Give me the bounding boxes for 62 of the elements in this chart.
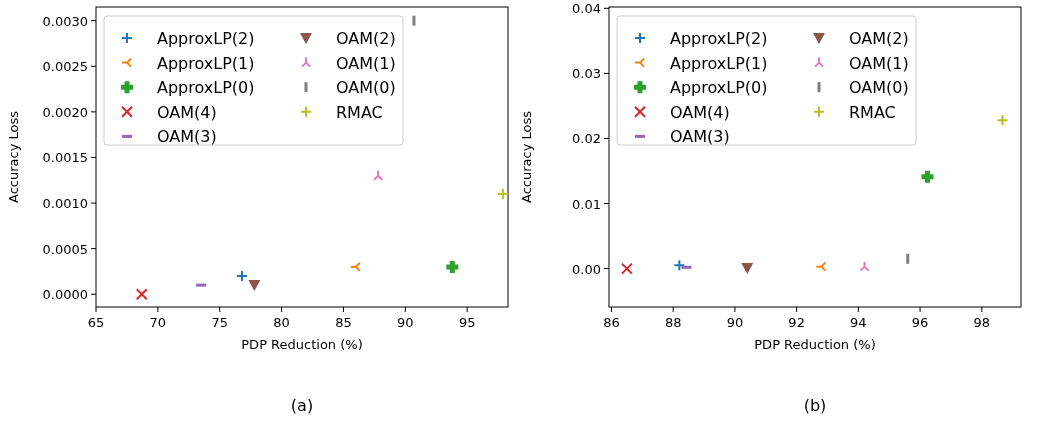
- legend-label: ApproxLP(2): [670, 29, 768, 48]
- y-tick-label: 0.0020: [42, 104, 88, 120]
- legend-label: ApproxLP(1): [670, 53, 768, 73]
- y-tick-label: 0.0010: [42, 196, 88, 212]
- legend-label: ApproxLP(2): [157, 29, 255, 48]
- legend-label: ApproxLP(0): [670, 78, 768, 98]
- y-tick-label: 0.0025: [42, 59, 88, 75]
- point: [446, 260, 459, 273]
- point: [741, 262, 754, 274]
- y-tick-label: 0.02: [572, 131, 601, 147]
- legend-label: ApproxLP(1): [157, 53, 255, 73]
- legend-label: OAM(1): [336, 53, 396, 73]
- x-tick-label: 86: [603, 315, 620, 330]
- x-tick-label: 80: [273, 315, 290, 330]
- legend-label: OAM(4): [670, 102, 730, 122]
- legend-label: OAM(4): [157, 102, 217, 122]
- point: [135, 288, 148, 301]
- x-tick-label: 92: [788, 315, 805, 330]
- legend-label: RMAC: [849, 102, 896, 122]
- y-tick-label: 0.00: [572, 261, 601, 277]
- y-tick-label: 0.03: [572, 66, 601, 82]
- y-tick-label: 0.01: [572, 196, 601, 212]
- point: [859, 260, 870, 272]
- point: [349, 261, 361, 272]
- point: [996, 114, 1009, 127]
- x-tick-label: 88: [664, 315, 682, 330]
- legend-label: RMAC: [336, 102, 383, 122]
- y-tick-label: 0.0005: [42, 241, 88, 257]
- y-tick-label: 0.0030: [42, 13, 88, 29]
- legend-label: OAM(2): [336, 29, 396, 48]
- y-tick-label: 0.0000: [42, 287, 88, 303]
- x-tick-label: 90: [726, 315, 744, 330]
- legend-label: OAM(3): [157, 127, 217, 147]
- y-tick-label: 0.04: [572, 1, 601, 17]
- y-tick-label: 0.0015: [42, 150, 88, 166]
- x-axis-title: PDP Reduction (%): [754, 337, 876, 352]
- x-tick-label: 94: [850, 315, 867, 330]
- x-tick-label: 85: [335, 315, 352, 330]
- x-tick-label: 75: [211, 315, 228, 330]
- x-tick-label: 70: [149, 315, 167, 330]
- text: (b): [803, 396, 827, 415]
- point: [248, 280, 261, 292]
- legend-label: OAM(0): [336, 78, 396, 98]
- point: [815, 261, 827, 272]
- legend-label: OAM(1): [849, 53, 909, 73]
- point: [673, 259, 686, 272]
- x-tick-label: 95: [458, 315, 476, 330]
- legend-label: OAM(0): [849, 78, 909, 98]
- y-axis-title: Accuracy Loss: [519, 110, 534, 203]
- x-tick-label: 90: [397, 315, 414, 330]
- point: [921, 170, 934, 183]
- x-axis-title: PDP Reduction (%): [241, 337, 363, 352]
- legend-label: OAM(3): [670, 127, 730, 147]
- y-axis-title: Accuracy Loss: [6, 110, 21, 203]
- x-tick-label: 65: [87, 315, 105, 330]
- legend-label: OAM(2): [849, 29, 909, 48]
- x-tick-label: 96: [911, 315, 929, 330]
- point: [373, 169, 384, 181]
- legend-label: ApproxLP(0): [157, 78, 255, 98]
- x-tick-label: 98: [973, 315, 991, 330]
- point: [620, 262, 633, 275]
- text: (a): [290, 396, 314, 415]
